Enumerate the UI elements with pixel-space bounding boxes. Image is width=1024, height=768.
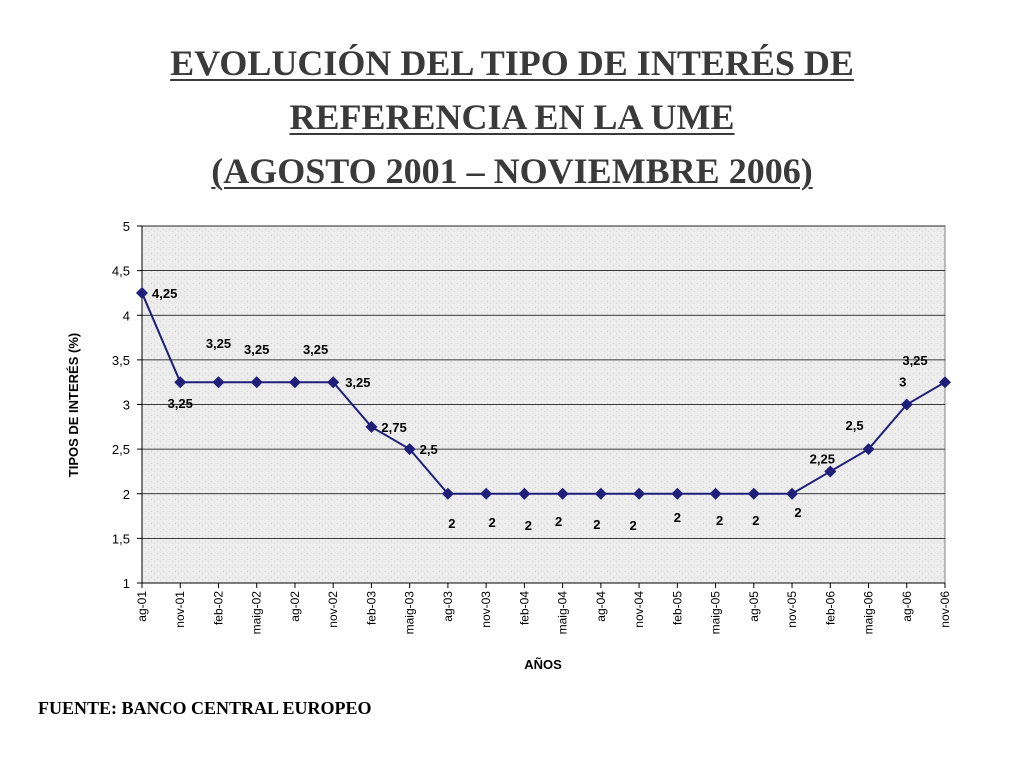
- y-tick-label: 3,5: [112, 353, 130, 368]
- data-label: 2: [752, 513, 759, 528]
- chart-title: EVOLUCIÓN DEL TIPO DE INTERÉS DE REFEREN…: [0, 36, 1024, 198]
- x-tick-label: nov-04: [632, 591, 646, 628]
- data-marker: [594, 487, 607, 500]
- data-marker: [709, 487, 722, 500]
- x-tick-label: maig-04: [556, 591, 570, 635]
- x-tick-label: maig-03: [403, 591, 417, 635]
- x-tick-label: ag-04: [594, 591, 608, 622]
- y-tick-label: 2: [123, 487, 130, 502]
- series-interest-rate: [136, 286, 951, 500]
- data-label: 2: [716, 513, 723, 528]
- x-tick-label: nov-01: [173, 591, 187, 628]
- x-tick-label: feb-02: [211, 591, 225, 625]
- data-marker: [136, 286, 148, 299]
- title-line-1: EVOLUCIÓN DEL TIPO DE INTERÉS DE: [170, 43, 854, 83]
- x-tick-label: ag-03: [441, 591, 455, 622]
- data-labels: 4,25 3,25 3,25 3,25 3,25 3,25 2,75 2,5 2 2 2 2 2 2 2 2 2…: [152, 286, 928, 533]
- data-label: 3,25: [303, 342, 328, 357]
- x-tick-label: ag-05: [747, 591, 761, 622]
- y-tick-label: 5: [123, 219, 130, 234]
- data-label: 4,25: [152, 286, 177, 301]
- axes: 1 1,5 2 2,5 3 3,5 4 4,5 5 ag-01 nov-01 feb-02 maig-0…: [112, 219, 952, 634]
- x-tick-label: feb-05: [670, 591, 684, 625]
- data-marker: [480, 487, 493, 500]
- y-axis-label: TIPOS DE INTERÉS (%): [66, 333, 81, 477]
- data-label: 2: [555, 514, 562, 529]
- data-label: 3,25: [244, 342, 269, 357]
- data-marker: [174, 376, 187, 389]
- data-marker: [403, 443, 416, 456]
- y-tick-label: 2,5: [112, 442, 130, 457]
- data-label: 2: [489, 515, 496, 530]
- data-marker: [441, 487, 454, 500]
- x-tick-label: ag-06: [900, 591, 914, 622]
- x-axis-label: AÑOS: [524, 657, 562, 672]
- series-line: [141, 292, 946, 495]
- x-tick-label: maig-06: [862, 591, 876, 635]
- data-marker: [250, 376, 263, 389]
- data-label: 3,25: [902, 353, 927, 368]
- data-marker: [900, 398, 913, 411]
- data-label: 2: [448, 516, 455, 531]
- data-label: 3,25: [168, 396, 193, 411]
- x-tick-label: nov-06: [938, 591, 952, 628]
- y-tick-label: 1,5: [112, 531, 130, 546]
- data-label: 3: [899, 375, 906, 390]
- data-label: 2: [794, 505, 801, 520]
- data-marker: [288, 376, 301, 389]
- y-tick-label: 1: [123, 576, 130, 591]
- data-label: 2,75: [381, 420, 406, 435]
- data-label: 2: [629, 518, 636, 533]
- data-marker: [824, 465, 837, 478]
- data-marker: [747, 487, 760, 500]
- title-line-2: REFERENCIA EN LA UME: [289, 97, 735, 137]
- data-marker: [212, 376, 225, 389]
- data-label: 2,5: [845, 418, 863, 433]
- x-tick-label: feb-03: [364, 591, 378, 625]
- data-marker: [939, 376, 951, 389]
- data-marker: [862, 443, 875, 456]
- x-tick-label: feb-04: [517, 591, 531, 625]
- data-label: 2,25: [810, 451, 835, 466]
- x-tick-label: nov-05: [785, 591, 799, 628]
- x-tick-label: ag-01: [135, 591, 149, 622]
- data-label: 2: [674, 510, 681, 525]
- y-tick-label: 4: [123, 308, 130, 323]
- line-chart: 1 1,5 2 2,5 3 3,5 4 4,5 5 ag-01 nov-01 feb-02 maig-0…: [66, 219, 952, 672]
- data-marker: [671, 487, 684, 500]
- data-marker: [518, 487, 531, 500]
- data-marker: [556, 487, 569, 500]
- x-tick-label: feb-06: [823, 591, 837, 625]
- data-label: 2,5: [420, 442, 438, 457]
- y-tick-label: 3: [123, 398, 130, 413]
- data-label: 3,25: [206, 336, 231, 351]
- data-label: 2: [593, 517, 600, 532]
- x-tick-label: maig-05: [709, 591, 723, 635]
- x-tick-label: maig-02: [250, 591, 264, 635]
- title-line-3: (AGOSTO 2001 – NOVIEMBRE 2006): [211, 151, 813, 191]
- x-tick-label: ag-02: [288, 591, 302, 622]
- x-tick-label: nov-02: [326, 591, 340, 628]
- data-marker: [786, 487, 799, 500]
- data-marker: [327, 376, 340, 389]
- data-marker: [365, 420, 378, 433]
- data-marker: [633, 487, 646, 500]
- data-label: 3,25: [345, 375, 370, 390]
- x-tick-label: nov-03: [479, 591, 493, 628]
- data-label: 2: [525, 518, 532, 533]
- source-note: FUENTE: BANCO CENTRAL EUROPEO: [38, 698, 372, 718]
- y-tick-label: 4,5: [112, 264, 130, 279]
